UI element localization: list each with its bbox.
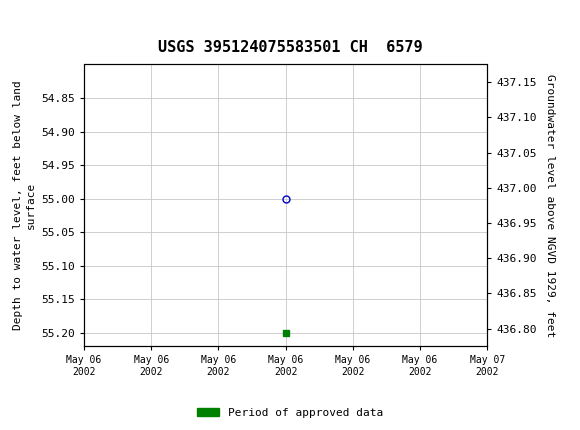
Legend: Period of approved data: Period of approved data bbox=[193, 403, 387, 422]
Y-axis label: Groundwater level above NGVD 1929, feet: Groundwater level above NGVD 1929, feet bbox=[545, 74, 555, 337]
Y-axis label: Depth to water level, feet below land
surface: Depth to water level, feet below land su… bbox=[13, 80, 36, 330]
Text: USGS: USGS bbox=[58, 15, 95, 30]
Text: USGS 395124075583501 CH  6579: USGS 395124075583501 CH 6579 bbox=[158, 40, 422, 55]
